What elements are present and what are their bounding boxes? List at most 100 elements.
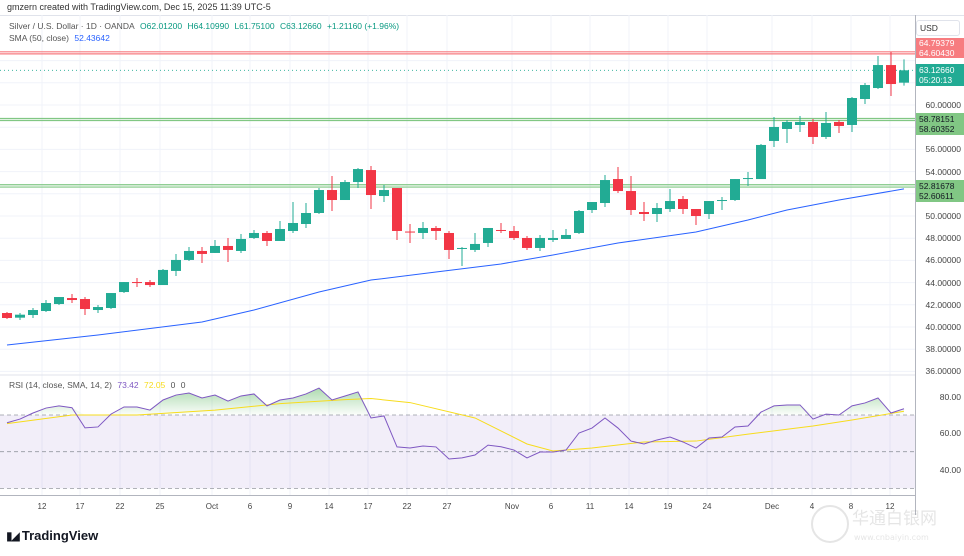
time-axis-label: 19 (663, 502, 673, 511)
open-value: O62.01200 (140, 21, 183, 31)
candle-body (405, 231, 415, 233)
time-axis-label: 12 (37, 502, 47, 511)
candle-body (249, 232, 259, 238)
close-value: C63.12660 (280, 21, 322, 31)
tag-last-price: 63.12660 (916, 64, 964, 75)
sma-legend[interactable]: SMA (50, close) 52.43642 (9, 33, 113, 43)
tag-level-52-top: 52.81678 (916, 180, 964, 191)
rsi-sma-value: 72.05 (144, 380, 166, 390)
time-axis-label: 12 (885, 502, 895, 511)
candle-body (886, 65, 896, 85)
tag-level-52-bottom: 52.60611 (916, 191, 964, 202)
time-axis-label: 11 (585, 502, 595, 511)
time-axis-label: 24 (702, 502, 712, 511)
candle-body (743, 178, 753, 180)
tag-level-58-top: 58.78151 (916, 113, 964, 124)
candle-body (808, 121, 818, 137)
tag-countdown: 05:20:13 (916, 75, 964, 86)
candle-body (548, 237, 558, 240)
sma-label: SMA (50, close) (9, 33, 69, 43)
candle-body (301, 213, 311, 224)
candle-body (366, 170, 376, 196)
candle-body (67, 298, 77, 301)
time-axis-label: 8 (848, 502, 854, 511)
tag-level-58-bottom: 58.60352 (916, 124, 964, 135)
candle-body (106, 293, 116, 309)
svg-text:www.cnbaiyin.com: www.cnbaiyin.com (854, 533, 929, 542)
candle-body (80, 299, 90, 310)
price-axis-label: 54.00000 (925, 166, 961, 177)
symbol-legend: Silver / U.S. Dollar · 1D · OANDA O62.01… (9, 21, 402, 31)
candle-body (522, 237, 532, 248)
time-axis-label: 14 (324, 502, 334, 511)
price-axis-label: 50.00000 (925, 211, 961, 221)
candle-body (119, 282, 129, 293)
time-axis-label: 14 (624, 502, 634, 511)
candle-body (873, 65, 883, 89)
price-axis-label: 38.00000 (925, 344, 961, 355)
rsi-label: RSI (14, close, SMA, 14, 2) (9, 380, 112, 390)
candle-body (899, 70, 909, 83)
tag-resistance-bottom: 64.60430 (916, 48, 964, 58)
price-axis-label: 40.00000 (925, 322, 961, 332)
time-axis-label: 6 (548, 502, 554, 511)
high-value: H64.10990 (187, 21, 230, 31)
time-axis-label: Nov (504, 502, 520, 511)
candle-body (678, 199, 688, 210)
candle-body (444, 232, 454, 250)
candle-body (197, 250, 207, 254)
rsi-legend[interactable]: RSI (14, close, SMA, 14, 2) 73.42 72.05 … (9, 380, 189, 390)
candle-body (847, 98, 857, 125)
chart-container[interactable] (0, 15, 964, 516)
candle-body (639, 212, 649, 215)
candle-body (2, 313, 12, 319)
candle-body (236, 238, 246, 251)
candle-body (704, 201, 714, 215)
time-axis-label: 4 (809, 502, 815, 511)
candle-body (652, 208, 662, 215)
time-axis-label: 22 (402, 502, 412, 511)
candle-body (171, 259, 181, 271)
rsi-axis-label: 60.00 (939, 428, 961, 439)
candle-body (28, 310, 38, 316)
candle-body (730, 179, 740, 201)
candle-body (509, 230, 519, 238)
candle-body (93, 307, 103, 311)
time-axis-label: Dec (764, 502, 780, 511)
low-value: L61.75100 (234, 21, 275, 31)
rsi-extra-1: 0 (170, 380, 176, 390)
candle-body (418, 227, 428, 233)
candle-body (353, 169, 363, 183)
time-axis-label: 9 (287, 502, 293, 511)
time-axis-label: 22 (115, 502, 125, 511)
svg-text:华通白银网: 华通白银网 (852, 509, 937, 529)
candle-body (132, 282, 142, 284)
time-axis-label: Oct (205, 502, 219, 511)
candle-body (769, 126, 779, 141)
tag-resistance-top: 64.79379 (916, 38, 964, 48)
candle-body (223, 245, 233, 250)
brand-name: TradingView (21, 528, 99, 543)
candle-body (574, 211, 584, 233)
candle-body (145, 282, 155, 286)
candle-body (327, 190, 337, 201)
candle-body (483, 227, 493, 243)
symbol-title: Silver / U.S. Dollar · 1D · OANDA (9, 21, 135, 31)
candle-body (41, 303, 51, 312)
price-axis-label: 60.00000 (925, 100, 961, 110)
price-axis-label: 36.00000 (925, 366, 961, 377)
candle-body (288, 222, 298, 231)
tradingview-logo[interactable]: ▮◢ TradingView (6, 528, 98, 543)
candle-body (795, 121, 805, 125)
time-axis-label: 27 (442, 502, 452, 511)
currency-button[interactable]: USD (916, 20, 960, 36)
watermark: 华通白银网 www.cnbaiyin.com (808, 500, 958, 555)
candle-body (535, 237, 545, 248)
chart-credit: gmzern created with TradingView.com, Dec… (7, 2, 271, 12)
candle-body (834, 121, 844, 126)
candle-body (54, 297, 64, 305)
candle-body (470, 243, 480, 250)
candle-body (600, 180, 610, 204)
time-axis-label: 25 (155, 502, 165, 511)
